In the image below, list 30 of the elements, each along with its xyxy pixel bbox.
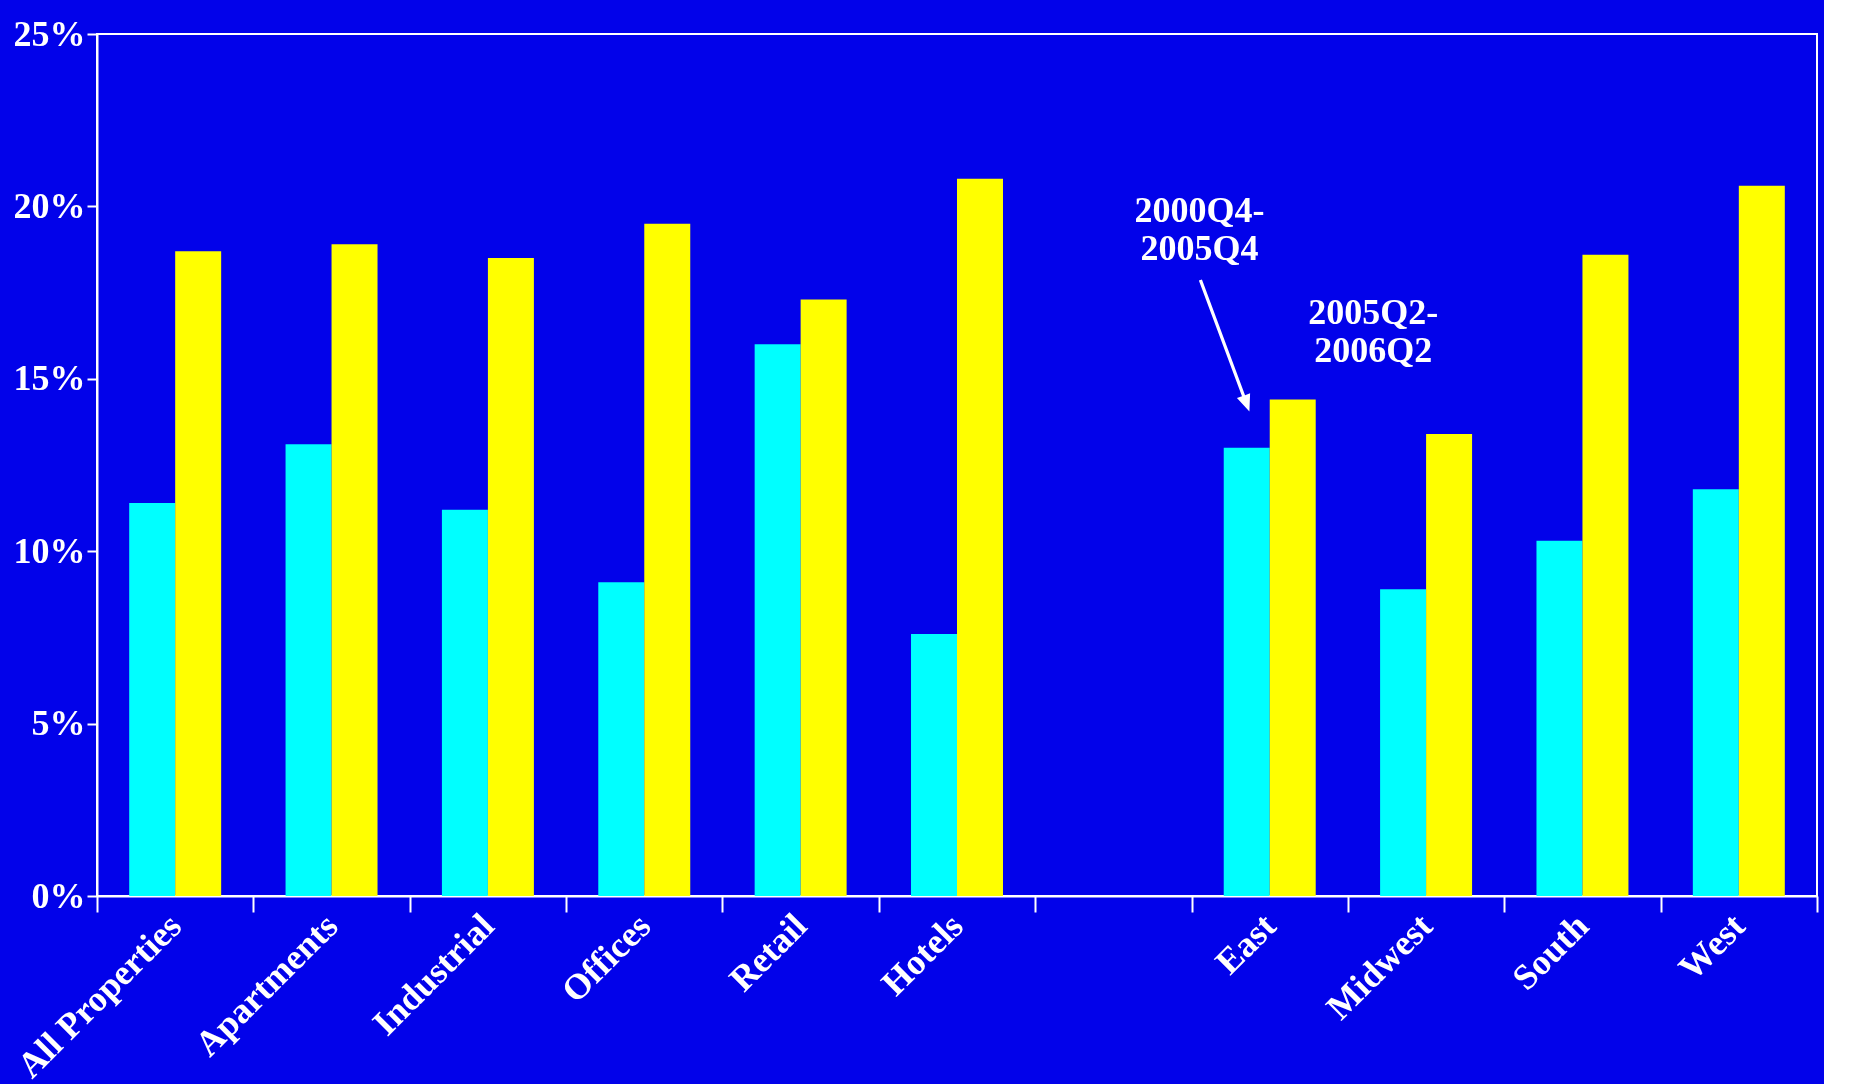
bar — [911, 633, 957, 896]
bar — [644, 223, 691, 896]
bar — [487, 258, 534, 896]
bar — [1738, 185, 1785, 896]
bar — [129, 502, 176, 896]
annotation: 2005Q2- 2006Q2 — [1308, 292, 1439, 371]
bar — [598, 582, 645, 896]
y-tick-label: 25% — [13, 13, 86, 54]
bar — [1380, 589, 1427, 896]
y-tick-label: 20% — [13, 185, 86, 226]
y-tick-label: 15% — [13, 358, 86, 399]
bar — [957, 178, 1003, 896]
bar — [175, 251, 222, 896]
bar — [1269, 399, 1316, 896]
bar — [331, 244, 378, 896]
bar — [1582, 254, 1629, 896]
bar — [1426, 433, 1473, 896]
bar — [441, 509, 488, 896]
bar — [1536, 540, 1583, 896]
bar — [754, 344, 801, 896]
bar — [285, 444, 332, 896]
annotation: 2000Q4- 2005Q4 — [1134, 189, 1265, 268]
bar — [1223, 447, 1270, 896]
x-tick-label: East — [1207, 905, 1284, 983]
x-tick-label: West — [1670, 905, 1753, 988]
y-tick-label: 10% — [13, 530, 86, 571]
bar — [1692, 489, 1739, 896]
bar — [800, 299, 847, 896]
y-tick-label: 0% — [31, 875, 86, 916]
y-tick-label: 5% — [31, 703, 86, 744]
